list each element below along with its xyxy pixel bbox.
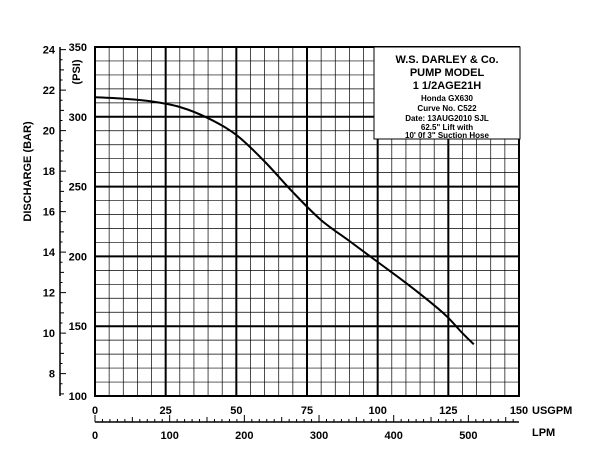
info-suction-hose: 10' 0f 3" Suction Hose: [405, 131, 489, 140]
psi-axis: 100 150 200 250 300 350: [69, 42, 87, 403]
info-date: Date: 13AUG2010 SJL: [405, 114, 489, 123]
info-model-heading: PUMP MODEL: [410, 67, 485, 79]
bar-tick-label: 24: [43, 45, 56, 57]
usgpm-axis: 0 25 50 75 100 125 150: [92, 405, 528, 417]
lpm-axis: 0 100 200 300 400 500: [92, 415, 519, 442]
psi-tick-label: 100: [69, 391, 87, 403]
grid-lines: [95, 47, 519, 396]
bar-tick-label: 18: [43, 166, 55, 178]
usgpm-tick-label: 125: [439, 405, 457, 417]
usgpm-tick-label: 150: [510, 405, 528, 417]
info-lift: 62.5" Lift with: [421, 123, 473, 132]
info-curve-number: Curve No. C522: [417, 104, 477, 113]
psi-axis-label: (PSI): [71, 59, 83, 84]
usgpm-tick-label: 75: [301, 405, 313, 417]
lpm-tick-label: 0: [92, 430, 98, 442]
bar-tick-label: 22: [43, 85, 55, 97]
pump-performance-curve: [94, 96, 475, 346]
bar-tick-label: 20: [43, 126, 55, 138]
psi-tick-label: 300: [69, 112, 87, 124]
lpm-tick-label: 200: [235, 430, 253, 442]
lpm-tick-label: 100: [160, 430, 178, 442]
psi-tick-label: 350: [69, 42, 87, 54]
pump-info-box-frame: [373, 46, 521, 140]
psi-tick-label: 200: [69, 251, 87, 263]
plot-frame: [94, 46, 520, 397]
info-model-number: 1 1/2AGE21H: [413, 80, 482, 92]
lpm-tick-label: 500: [459, 430, 477, 442]
bar-tick-label: 12: [43, 288, 55, 300]
discharge-bar-axis: 8 10 12 14 16 18 20 22 24: [43, 45, 66, 396]
bar-tick-label: 10: [43, 328, 55, 340]
lpm-tick-label: 300: [310, 430, 328, 442]
usgpm-tick-label: 50: [230, 405, 242, 417]
bar-tick-label: 14: [43, 247, 56, 259]
psi-tick-label: 250: [69, 182, 87, 194]
pump-info-box: W.S. DARLEY & Co. PUMP MODEL 1 1/2AGE21H…: [373, 46, 521, 140]
bar-tick-label: 16: [43, 207, 55, 219]
psi-tick-label: 150: [69, 321, 87, 333]
lpm-axis-label: LPM: [532, 427, 555, 439]
usgpm-tick-label: 100: [368, 405, 386, 417]
bar-tick-label: 8: [49, 369, 55, 381]
usgpm-axis-label: USGPM: [532, 405, 572, 417]
usgpm-tick-label: 0: [92, 405, 98, 417]
info-engine: Honda GX630: [421, 94, 474, 103]
usgpm-tick-label: 25: [160, 405, 172, 417]
discharge-bar-axis-label: DISCHARGE (BAR): [22, 121, 34, 222]
info-company: W.S. DARLEY & Co.: [395, 54, 498, 66]
lpm-tick-label: 400: [385, 430, 403, 442]
